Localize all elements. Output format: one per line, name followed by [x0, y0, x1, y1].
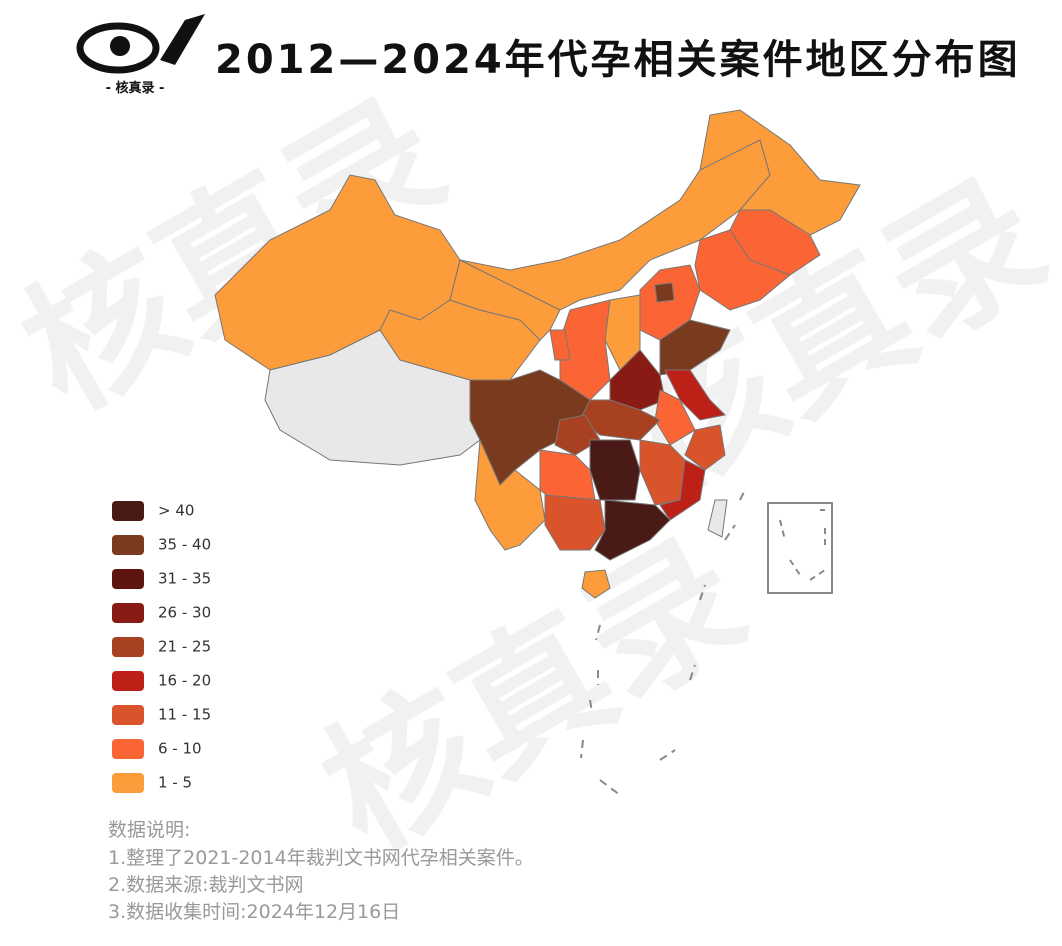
legend: > 40 35 - 40 31 - 35 26 - 30 21 - 25 16 - 20 1…: [112, 501, 211, 793]
legend-label: 31 - 35: [158, 570, 211, 588]
title: 2012—2024年代孕相关案件地区分布图: [215, 37, 1021, 83]
legend-label: 26 - 30: [158, 604, 211, 622]
note-line: 1.整理了2021-2014年裁判文书网代孕相关案件。: [108, 847, 534, 869]
legend-label: 21 - 25: [158, 638, 211, 656]
notes-heading: 数据说明:: [108, 819, 190, 841]
legend-swatch: [112, 603, 144, 623]
inset-box: [767, 502, 833, 594]
legend-swatch: [112, 535, 144, 555]
south-china-sea: [580, 489, 833, 796]
province: [684, 424, 726, 471]
legend-label: 1 - 5: [158, 774, 192, 792]
legend-swatch: [112, 739, 144, 759]
legend-swatch: [112, 637, 144, 657]
legend-label: 35 - 40: [158, 536, 211, 554]
province: [549, 329, 571, 361]
note-line: 2.数据来源:裁判文书网: [108, 874, 304, 896]
note-line: 3.数据收集时间:2024年12月16日: [108, 901, 400, 923]
province: [589, 439, 641, 501]
notes: 数据说明: 1.整理了2021-2014年裁判文书网代孕相关案件。 2.数据来源…: [108, 819, 534, 923]
legend-label: > 40: [158, 502, 194, 520]
province: [699, 109, 861, 236]
province: [694, 229, 791, 311]
watermark: 核真录: [296, 508, 773, 884]
logo: - 核真录 -: [76, 14, 205, 96]
legend-swatch: [112, 705, 144, 725]
legend-swatch: [112, 569, 144, 589]
legend-label: 6 - 10: [158, 740, 202, 758]
logo-eye: [76, 22, 160, 74]
province: [654, 282, 675, 303]
province: [554, 414, 601, 456]
province: [594, 499, 671, 561]
inset-dash: [779, 509, 826, 581]
logo-check: [160, 14, 205, 65]
province: [707, 499, 728, 538]
province: [639, 264, 701, 341]
dash-line: [580, 489, 746, 796]
province: [474, 439, 546, 551]
province: [654, 389, 696, 446]
logo-caption: - 核真录 -: [106, 80, 165, 96]
legend-label: 16 - 20: [158, 672, 211, 690]
legend-swatch: [112, 501, 144, 521]
legend-label: 11 - 15: [158, 706, 211, 724]
legend-swatch: [112, 671, 144, 691]
legend-swatch: [112, 773, 144, 793]
province: [581, 569, 611, 599]
province: [544, 494, 606, 551]
map: [214, 109, 861, 599]
logo-pupil: [110, 36, 130, 56]
